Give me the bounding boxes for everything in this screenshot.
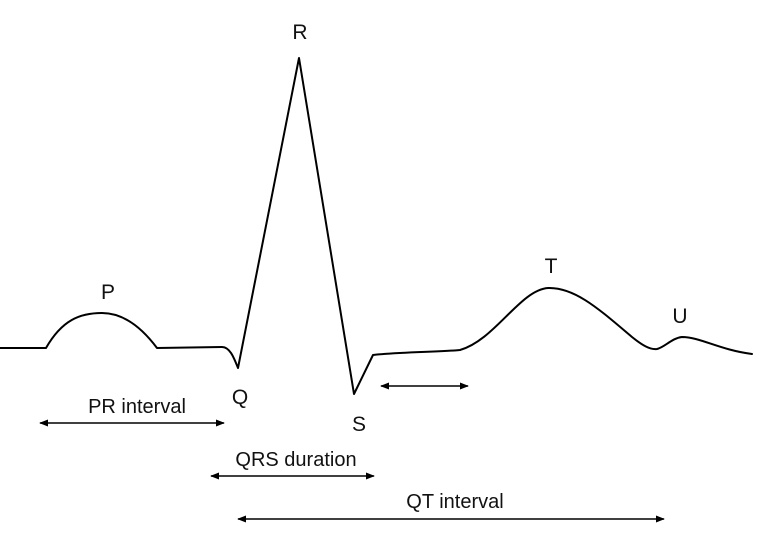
t-wave-label: T <box>545 255 558 278</box>
s-wave-label: S <box>352 413 366 436</box>
qrs-duration-label: QRS duration <box>235 449 356 471</box>
pr-interval-label: PR interval <box>88 396 186 418</box>
p-wave-label: P <box>101 281 115 304</box>
u-wave-label: U <box>672 305 687 328</box>
q-wave-label: Q <box>232 386 248 409</box>
qt-interval-label: QT interval <box>406 491 503 513</box>
ecg-waveform <box>0 57 753 395</box>
r-wave-label: R <box>292 21 307 44</box>
